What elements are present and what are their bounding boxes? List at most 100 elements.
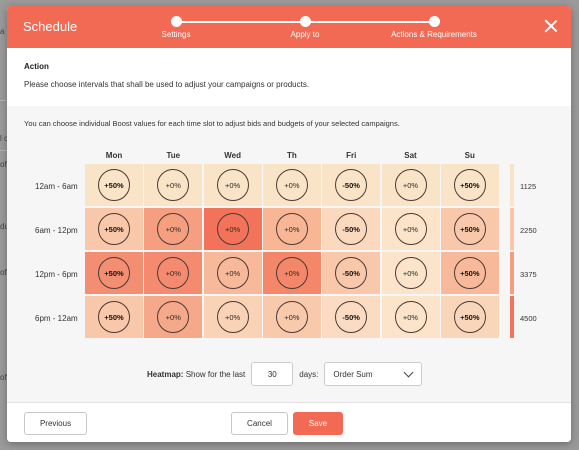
boost-value[interactable]: +0% <box>216 301 249 333</box>
boost-value[interactable]: +0% <box>275 301 308 333</box>
schedule-cell[interactable]: +0% <box>262 208 321 250</box>
schedule-cell[interactable]: +0% <box>381 164 440 206</box>
schedule-cell[interactable]: -50% <box>322 296 381 338</box>
time-slot-label: 12pm - 6pm <box>35 270 78 279</box>
background-text: l c <box>0 134 8 143</box>
boost-value[interactable]: -50% <box>335 169 368 201</box>
step-label-settings[interactable]: Settings <box>161 30 191 39</box>
schedule-cell[interactable]: +0% <box>203 164 262 206</box>
close-icon[interactable] <box>543 18 559 34</box>
action-section: Action Please choose intervals that shal… <box>7 48 571 106</box>
schedule-cell[interactable]: +0% <box>262 296 321 338</box>
boost-value[interactable]: +0% <box>157 169 190 201</box>
background-text: of <box>0 268 7 277</box>
boost-value[interactable]: +0% <box>216 169 249 201</box>
heatmap-days-suffix: days: <box>299 369 319 379</box>
schedule-cell[interactable]: +50% <box>440 208 499 250</box>
schedule-cell[interactable]: +0% <box>203 252 262 294</box>
schedule-cell[interactable]: +0% <box>381 208 440 250</box>
schedule-cell[interactable]: +0% <box>381 296 440 338</box>
heatmap-controls: Heatmap: Show for the last days: Order S… <box>147 361 423 387</box>
boost-value[interactable]: +50% <box>98 301 130 333</box>
boost-value[interactable]: -50% <box>335 213 368 245</box>
boost-value[interactable]: +0% <box>275 257 308 289</box>
schedule-cell[interactable]: +0% <box>144 252 203 294</box>
background-text: du <box>0 222 9 231</box>
action-title: Action <box>24 62 49 71</box>
legend-color-bar <box>510 252 514 294</box>
day-header: Tue <box>166 151 181 160</box>
boost-value[interactable]: +50% <box>453 169 486 201</box>
boost-value[interactable]: +50% <box>453 257 486 289</box>
background-text: of <box>0 373 7 382</box>
background-text: a F <box>0 27 12 36</box>
schedule-cell[interactable]: +0% <box>144 208 203 250</box>
boost-value[interactable]: +50% <box>453 213 486 245</box>
time-slot-label: 6pm - 12am <box>35 314 78 323</box>
step-label-apply-to[interactable]: Apply to <box>290 30 320 39</box>
boost-value[interactable]: -50% <box>335 257 368 289</box>
modal-title: Schedule <box>23 19 78 34</box>
background-divider <box>0 100 8 101</box>
schedule-cell[interactable]: -50% <box>322 208 381 250</box>
schedule-cell[interactable]: +50% <box>85 296 143 338</box>
modal-header: Schedule Settings Apply to Actions & Req… <box>7 6 571 48</box>
action-description: Please choose intervals that shall be us… <box>24 80 310 89</box>
modal-footer: Previous Cancel Save <box>7 402 571 442</box>
boost-value[interactable]: +0% <box>394 301 427 333</box>
time-slot-label: 6am - 12pm <box>35 226 78 235</box>
boost-description: You can choose individual Boost values f… <box>24 119 400 128</box>
schedule-cell[interactable]: +50% <box>85 164 143 206</box>
boost-value[interactable]: +0% <box>275 169 308 201</box>
schedule-cell[interactable]: +50% <box>440 164 499 206</box>
schedule-cell[interactable]: +50% <box>440 252 499 294</box>
boost-value[interactable]: +0% <box>216 213 249 245</box>
step-dot-actions[interactable] <box>429 16 440 27</box>
boost-value[interactable]: +0% <box>157 301 190 333</box>
schedule-cell[interactable]: -50% <box>322 252 381 294</box>
schedule-cell[interactable]: +50% <box>85 208 143 250</box>
boost-value[interactable]: +50% <box>98 169 130 201</box>
schedule-cell[interactable]: +0% <box>262 252 321 294</box>
boost-value[interactable]: +0% <box>394 257 427 289</box>
day-header: Mon <box>105 151 123 160</box>
background-divider <box>0 150 8 151</box>
schedule-cell[interactable]: +0% <box>381 252 440 294</box>
day-header: Su <box>464 151 475 160</box>
boost-value[interactable]: +50% <box>453 301 486 333</box>
save-button[interactable]: Save <box>293 412 343 435</box>
legend-value: 4500 <box>520 314 537 323</box>
heatmap-label: Heatmap: Show for the last <box>147 369 246 379</box>
previous-button[interactable]: Previous <box>24 412 87 435</box>
boost-value[interactable]: -50% <box>335 301 368 333</box>
boost-value[interactable]: +0% <box>216 257 249 289</box>
time-slot-label: 12am - 6am <box>35 182 78 191</box>
schedule-cell[interactable]: +50% <box>85 252 143 294</box>
heatmap-days-input[interactable] <box>251 362 294 386</box>
cancel-button[interactable]: Cancel <box>231 412 288 435</box>
boost-value[interactable]: +50% <box>98 257 130 289</box>
boost-value[interactable]: +0% <box>394 213 427 245</box>
background-text: of <box>0 160 7 169</box>
schedule-cell[interactable]: +0% <box>144 164 203 206</box>
day-header: Th <box>287 151 297 160</box>
boost-value[interactable]: +50% <box>98 213 130 245</box>
boost-value[interactable]: +0% <box>157 257 190 289</box>
heatmap-metric-select[interactable]: Order Sum <box>324 362 423 386</box>
legend-color-bar <box>510 296 514 338</box>
boost-value[interactable]: +0% <box>394 169 427 201</box>
boost-value[interactable]: +0% <box>157 213 190 245</box>
schedule-cell[interactable]: -50% <box>322 164 381 206</box>
legend-color-bar <box>510 208 514 250</box>
legend-color-bar <box>510 164 514 206</box>
schedule-cell[interactable]: +0% <box>262 164 321 206</box>
schedule-cell[interactable]: +0% <box>144 296 203 338</box>
schedule-cell[interactable]: +50% <box>440 296 499 338</box>
step-dot-apply-to[interactable] <box>300 16 311 27</box>
boost-value[interactable]: +0% <box>275 213 308 245</box>
schedule-cell[interactable]: +0% <box>203 296 262 338</box>
step-label-actions[interactable]: Actions & Requirements <box>391 30 477 39</box>
step-dot-settings[interactable] <box>171 16 182 27</box>
schedule-cell[interactable]: +0% <box>203 208 262 250</box>
schedule-modal: Schedule Settings Apply to Actions & Req… <box>7 6 571 442</box>
